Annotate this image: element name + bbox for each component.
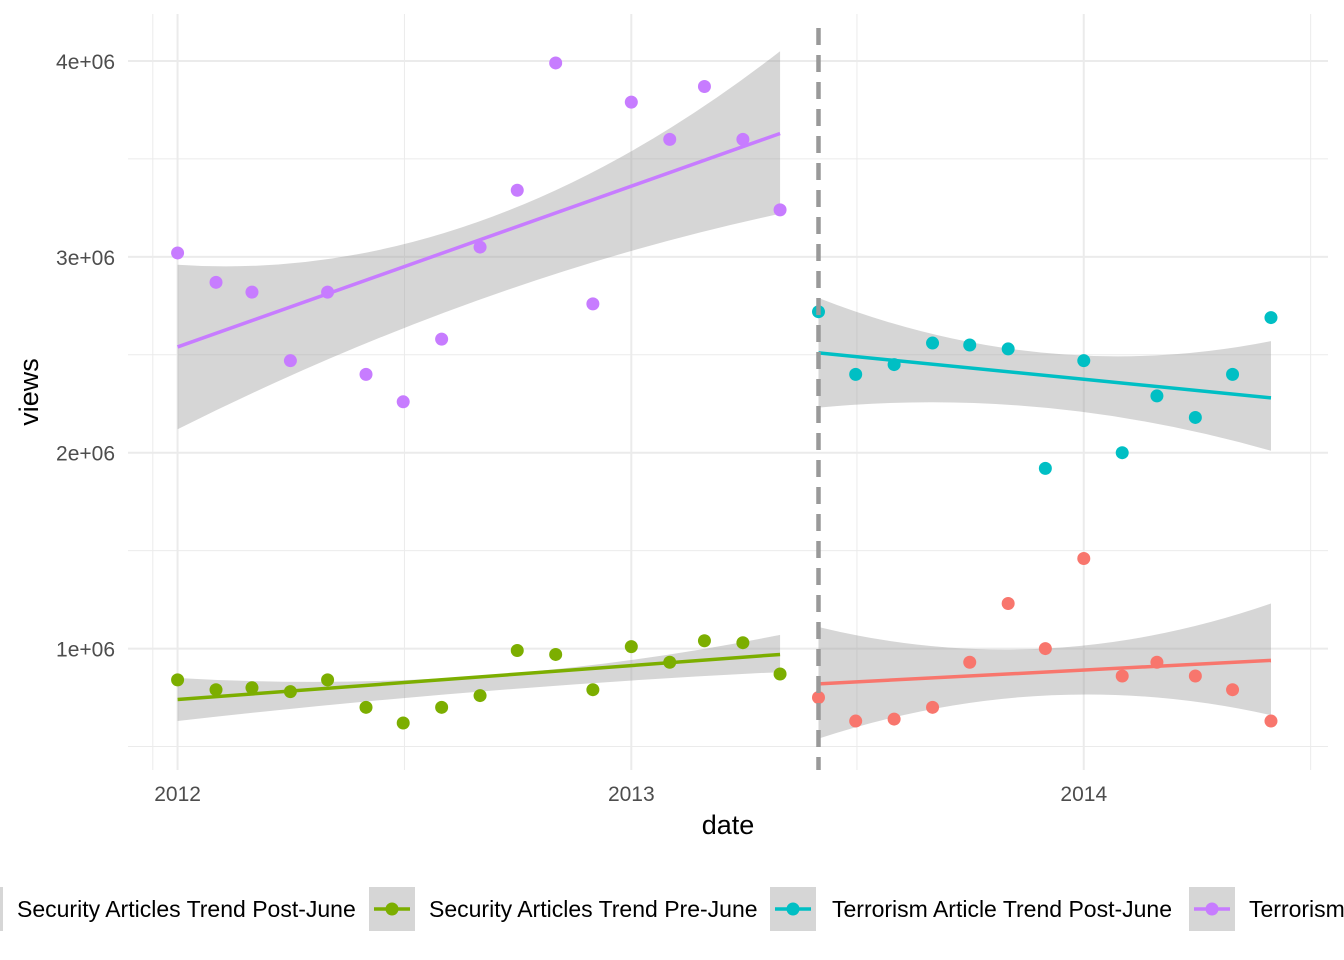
x-tick-label-0: 2012: [154, 783, 201, 806]
point-s0-4: [963, 655, 977, 669]
y-tick-label-3: 4e+06: [56, 51, 115, 74]
point-s0-1: [849, 714, 863, 728]
legend-key-0: [0, 887, 3, 931]
point-s3-6: [396, 395, 410, 409]
point-s2-10: [1188, 410, 1202, 424]
point-s3-8: [473, 240, 487, 254]
point-s3-2: [245, 285, 259, 299]
point-s3-14: [697, 79, 711, 93]
point-s2-3: [926, 336, 940, 350]
y-tick-label-0: 1e+06: [56, 639, 115, 662]
point-s3-11: [586, 297, 600, 311]
point-s3-12: [624, 95, 638, 109]
point-s1-16: [773, 667, 787, 681]
point-s2-7: [1077, 354, 1091, 368]
legend-label-0: Security Articles Trend Post-June: [17, 896, 356, 922]
point-s1-13: [663, 655, 677, 669]
data-points: [171, 56, 1278, 730]
point-s2-4: [963, 338, 977, 352]
point-s1-12: [624, 640, 638, 654]
y-axis-title: views: [14, 358, 44, 426]
legend-key-point-1: [385, 902, 399, 916]
trend-line-1: [177, 652, 781, 702]
point-s0-10: [1188, 669, 1202, 683]
point-s0-3: [926, 700, 940, 714]
point-s1-1: [209, 683, 223, 697]
legend-key-point-2: [786, 902, 800, 916]
point-s2-9: [1150, 389, 1164, 403]
x-tick-label-2: 2014: [1060, 783, 1107, 806]
point-s3-13: [663, 132, 677, 146]
point-s3-7: [435, 332, 449, 346]
point-s0-8: [1115, 669, 1129, 683]
legend-key-point-3: [1205, 902, 1219, 916]
point-s3-4: [321, 285, 335, 299]
y-tick-label-2: 3e+06: [56, 247, 115, 270]
point-s0-6: [1038, 642, 1052, 656]
point-s1-8: [473, 689, 487, 703]
point-s3-0: [171, 246, 185, 260]
point-s3-1: [209, 275, 223, 289]
point-s2-8: [1115, 446, 1129, 460]
point-s2-11: [1226, 367, 1240, 381]
point-s1-7: [435, 700, 449, 714]
point-s1-5: [359, 700, 373, 714]
tick-labels: 2012 2013 2014 1e+06 2e+06 3e+06 4e+06: [56, 51, 1107, 806]
point-s3-10: [549, 56, 563, 70]
y-tick-label-1: 2e+06: [56, 443, 115, 466]
point-s1-0: [171, 673, 185, 687]
point-s3-3: [283, 354, 297, 368]
point-s3-16: [773, 203, 787, 217]
legend: Security Articles Trend Post-June Securit…: [0, 887, 1344, 931]
trend-line-0: [818, 658, 1272, 686]
legend-label-3: Terrorism Article Trend Pre-June: [1249, 896, 1344, 922]
point-s1-15: [736, 636, 750, 650]
point-s0-11: [1226, 683, 1240, 697]
point-s1-3: [283, 685, 297, 699]
point-s0-5: [1001, 597, 1015, 611]
point-s1-6: [396, 716, 410, 730]
point-s1-9: [510, 644, 524, 658]
legend-label-1: Security Articles Trend Pre-June: [429, 896, 758, 922]
x-tick-label-1: 2013: [608, 783, 655, 806]
point-s2-1: [849, 367, 863, 381]
x-axis-title: date: [702, 810, 755, 840]
point-s1-14: [697, 634, 711, 648]
point-s1-11: [586, 683, 600, 697]
point-s2-12: [1264, 311, 1278, 325]
point-s0-7: [1077, 551, 1091, 565]
point-s0-9: [1150, 655, 1164, 669]
point-s0-12: [1264, 714, 1278, 728]
point-s1-2: [245, 681, 259, 695]
point-s3-5: [359, 367, 373, 381]
legend-label-2: Terrorism Article Trend Post-June: [832, 896, 1172, 922]
point-s2-2: [887, 358, 901, 372]
point-s0-2: [887, 712, 901, 726]
trend-line-3: [177, 131, 781, 349]
point-s2-6: [1038, 461, 1052, 475]
point-s3-9: [510, 183, 524, 197]
point-s2-5: [1001, 342, 1015, 356]
point-s0-0: [811, 691, 825, 705]
point-s3-15: [736, 132, 750, 146]
point-s1-10: [549, 647, 563, 661]
point-s1-4: [321, 673, 335, 687]
